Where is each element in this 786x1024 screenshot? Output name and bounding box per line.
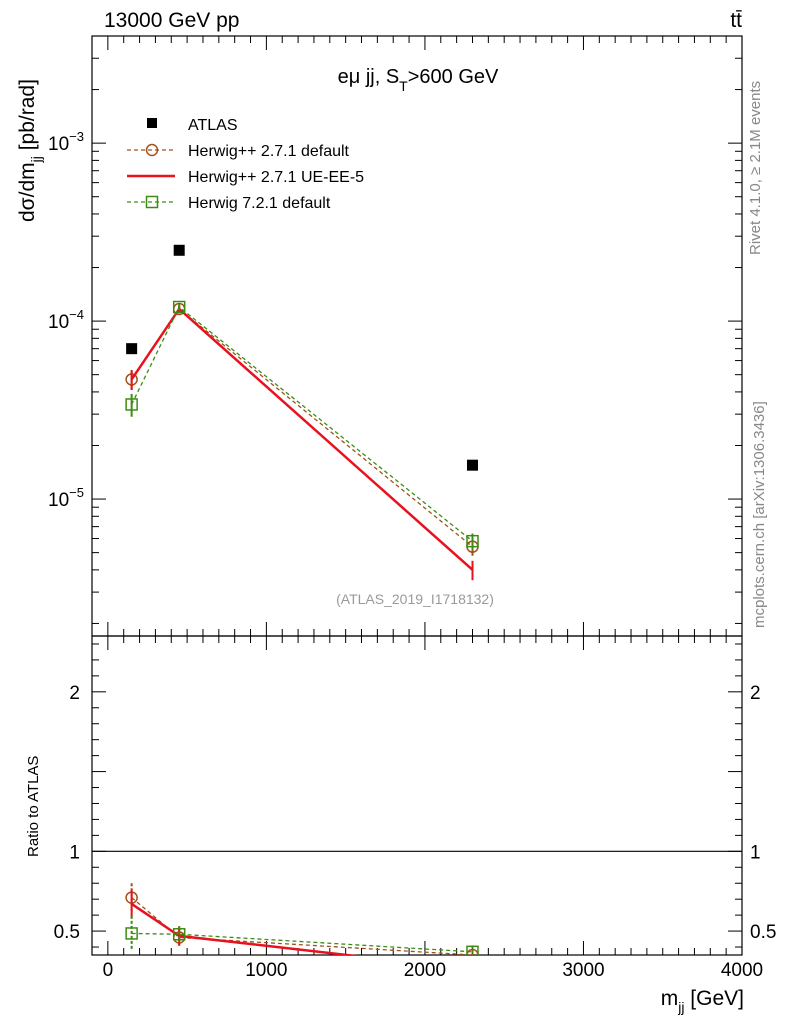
ratio-ytick-label-right: 2 [750,683,761,704]
main-ylabel-tail: [pb/rad] [16,79,39,156]
ratio-xlabel-main: m [661,987,679,1010]
main-ylabel: dσ/dmjj [pb/rad] [16,79,44,222]
plot-title-main: eμ jj, S [338,66,400,88]
ratio-herwig7-default-line [131,932,473,953]
atlas-data-point [126,343,138,355]
legend-atlas-marker [147,118,157,128]
ratio-xtick-label: 0 [103,960,114,981]
main-plot-ytick-labels: 10−310−410−5 [48,129,84,511]
ratio-plot-frame [91,635,743,956]
ratio-ytick-label-left: 0.5 [54,922,80,943]
main-ytick-label-exp: −3 [69,129,84,144]
legend-herwigpp-default-label: Herwig++ 2.7.1 default [188,143,350,160]
ratio-plot-ticks [91,636,743,955]
ratio-herwigpp-default-line [131,897,473,955]
legend: ATLAS Herwig++ 2.7.1 default Herwig++ 2.… [127,117,364,212]
herwig7-default-marker [125,398,138,411]
legend-herwigpp-default-marker [145,143,159,157]
ratio-xtick-label: 4000 [721,960,763,981]
main-ylabel-main: dσ/dm [16,162,39,222]
main-plot-data [125,244,479,581]
ratio-xtick-label: 2000 [404,960,446,981]
ratio-herwig7-default-marker [466,945,479,955]
main-ytick-label: 10−5 [48,485,84,511]
atlas-data-point [466,459,478,471]
mcplots-label: mcplots.cern.ch [arXiv:1306.3436] [751,401,768,628]
main-ytick-label: 10−3 [48,129,84,155]
main-ytick-label-exp: −4 [69,307,84,322]
rivet-label: Rivet 4.1.0, ≥ 2.1M events [747,81,764,255]
ratio-xlabel: mjj [GeV] [661,987,744,1015]
process-label: tt̄ [730,9,742,32]
plot-title-tail: >600 GeV [408,66,499,88]
ratio-ytick-label-left: 1 [69,842,80,863]
energy-label: 13000 GeV pp [104,9,239,32]
ratio-plot-data [125,883,479,955]
ratio-herwig7-default-marker [125,927,138,940]
ratio-ylabel: Ratio to ATLAS [25,756,42,857]
ratio-herwig7-default-marker [172,928,186,941]
ratio-herwigpp-default-marker [466,948,479,955]
herwig7-default-marker [466,534,479,548]
main-ytick-label-exp: −5 [69,485,84,500]
ratio-ytick-label-left: 2 [69,683,80,704]
main-ylabel-sub: jj [28,156,44,163]
herwig7-default-line [131,305,473,542]
ratio-ytick-label-right: 1 [750,842,761,863]
ratio-xlabel-tail: [GeV] [684,987,744,1010]
ratio-xtick-label: 3000 [562,960,604,981]
main-ytick-label-base: 10 [48,134,69,155]
plot-title: eμ jj, ST>600 GeV [338,66,499,94]
herwigpp-ueee5-line [130,307,474,571]
ratio-ytick-label-right: 0.5 [750,922,776,943]
main-ytick-label-base: 10 [48,312,69,333]
main-ytick-label: 10−4 [48,307,84,333]
ratio-xtick-label: 1000 [245,960,287,981]
ratio-plot-tick-labels: 0.5 0.5 1 1 2 2 0 1000 2000 3000 4000 [54,683,777,981]
legend-herwig7-default-label: Herwig 7.2.1 default [188,195,331,212]
herwigpp-default-line [131,308,473,548]
ratio-xlabel-sub: jj [677,999,684,1015]
atlas-data-point [173,244,185,256]
main-ytick-label-base: 10 [48,490,69,511]
legend-herwig7-default-marker [145,195,159,209]
legend-herwigpp-ueee5-label: Herwig++ 2.7.1 UE-EE-5 [188,169,364,186]
herwig7-default-marker [172,300,186,314]
analysis-watermark: (ATLAS_2019_I1718132) [336,591,494,607]
plot-title-sub: T [399,78,408,94]
legend-atlas-label: ATLAS [188,117,238,134]
main-plot-ticks [91,35,743,636]
